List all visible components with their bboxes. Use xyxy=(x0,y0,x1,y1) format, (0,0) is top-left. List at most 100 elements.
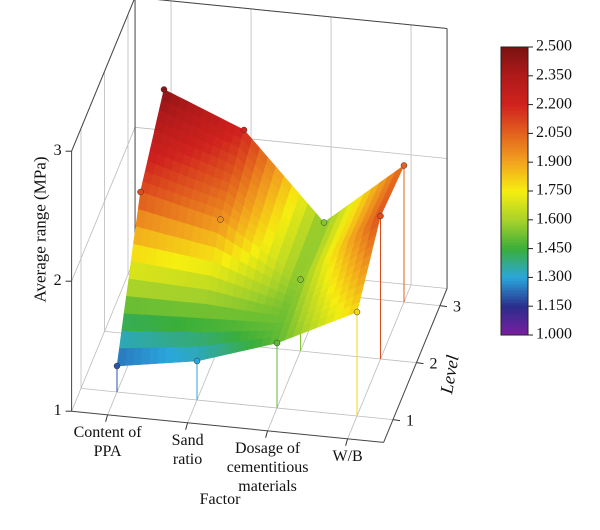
colorbar-strip xyxy=(501,251,528,255)
level-tick-label: 2 xyxy=(430,355,438,372)
colorbar-strip xyxy=(501,158,528,162)
colorbar-strip xyxy=(501,122,528,126)
colorbar-strip xyxy=(501,74,528,78)
colorbar-strip xyxy=(501,77,528,81)
colorbar-tick-label: 1.300 xyxy=(536,268,572,285)
colorbar-strip xyxy=(501,299,528,303)
colorbar-strip xyxy=(501,59,528,63)
colorbar-strip xyxy=(501,125,528,129)
colorbar-strip xyxy=(501,155,528,159)
colorbar-strip xyxy=(501,83,528,87)
colorbar-strip xyxy=(501,323,528,327)
colorbar-strip xyxy=(501,47,528,51)
colorbar-strip xyxy=(501,104,528,108)
colorbar-strip xyxy=(501,317,528,321)
colorbar-strip xyxy=(501,275,528,279)
colorbar-strip xyxy=(501,221,528,225)
z-axis-title: Average range (MPa) xyxy=(30,156,50,303)
colorbar-strip xyxy=(501,149,528,153)
colorbar-strip xyxy=(501,332,528,336)
colorbar-strip xyxy=(501,215,528,219)
colorbar-strip xyxy=(501,185,528,189)
colorbar-strip xyxy=(501,89,528,93)
colorbar-strip xyxy=(501,56,528,60)
colorbar-strip xyxy=(501,290,528,294)
x-tick-label: Content of PPA xyxy=(73,423,142,460)
z-grid-line xyxy=(71,257,136,412)
x-tick-label: Sand ratio xyxy=(171,431,204,468)
colorbar-tick-label: 1.600 xyxy=(536,210,572,227)
colorbar-strip xyxy=(501,293,528,297)
colorbar-strip xyxy=(501,296,528,300)
colorbar-strip xyxy=(501,188,528,192)
colorbar-strip xyxy=(501,257,528,261)
colorbar-strip xyxy=(501,98,528,102)
level-tick xyxy=(416,362,424,365)
colorbar-strip xyxy=(501,248,528,252)
colorbar-strip xyxy=(501,227,528,231)
colorbar-strip xyxy=(501,197,528,201)
colorbar-strip xyxy=(501,230,528,234)
data-point xyxy=(113,362,121,370)
colorbar-tick-label: 1.000 xyxy=(536,326,572,343)
colorbar-strip xyxy=(501,107,528,111)
data-point xyxy=(193,357,201,365)
colorbar-strip xyxy=(501,170,528,174)
factor-tick xyxy=(105,414,109,422)
colorbar-strip xyxy=(501,245,528,249)
colorbar-strip xyxy=(501,224,528,228)
colorbar-strip xyxy=(501,71,528,75)
colorbar-tick-label: 1.450 xyxy=(536,239,572,256)
colorbar-strip xyxy=(501,179,528,183)
colorbar-strip xyxy=(501,68,528,72)
colorbar-strip xyxy=(501,206,528,210)
colorbar-strip xyxy=(501,287,528,291)
colorbar-tick-label: 2.350 xyxy=(536,66,572,83)
colorbar-strip xyxy=(501,143,528,147)
data-point xyxy=(240,126,248,134)
colorbar-strip xyxy=(501,116,528,120)
level-tick xyxy=(392,419,401,422)
colorbar-strip xyxy=(501,86,528,90)
colorbar-strip xyxy=(501,209,528,213)
level-tick-label: 3 xyxy=(453,298,461,315)
colorbar-strip xyxy=(501,194,528,198)
colorbar-strip xyxy=(501,50,528,54)
z-grid-line xyxy=(71,127,136,282)
factor-tick xyxy=(345,438,349,446)
colorbar-strip xyxy=(501,95,528,99)
colorbar-strip xyxy=(501,119,528,123)
colorbar-strip xyxy=(501,236,528,240)
level-tick-label: 1 xyxy=(406,412,414,429)
colorbar-tick-label: 2.500 xyxy=(536,38,572,55)
factor-tick xyxy=(185,422,189,430)
data-point xyxy=(377,212,384,220)
factor-grid-line xyxy=(347,284,412,439)
colorbar-strip xyxy=(501,137,528,141)
colorbar-strip xyxy=(501,173,528,177)
axis-line xyxy=(383,288,448,443)
colorbar-strip xyxy=(501,80,528,84)
z-tick-label: 1 xyxy=(54,402,62,419)
level-tick xyxy=(439,305,448,308)
z-tick-label: 3 xyxy=(54,142,62,159)
colorbar-strip xyxy=(501,278,528,282)
colorbar-strip xyxy=(501,269,528,273)
colorbar-tick-label: 1.750 xyxy=(536,182,572,199)
level-grid-line xyxy=(80,388,394,420)
colorbar-strip xyxy=(501,218,528,222)
colorbar-strip xyxy=(501,212,528,216)
colorbar-strip xyxy=(501,182,528,186)
colorbar-strip xyxy=(501,110,528,114)
axis-line xyxy=(71,0,135,152)
colorbar-strip xyxy=(501,284,528,288)
colorbar-strip xyxy=(501,62,528,66)
x-tick-label: Dosage of cementitious materials xyxy=(226,439,309,495)
colorbar-tick-label: 1.150 xyxy=(536,297,572,314)
colorbar-strip xyxy=(501,266,528,270)
data-point xyxy=(217,216,224,223)
colorbar-strip xyxy=(501,326,528,330)
colorbar-strip xyxy=(501,128,528,132)
colorbar-strip xyxy=(501,233,528,237)
colorbar-strip xyxy=(501,305,528,309)
